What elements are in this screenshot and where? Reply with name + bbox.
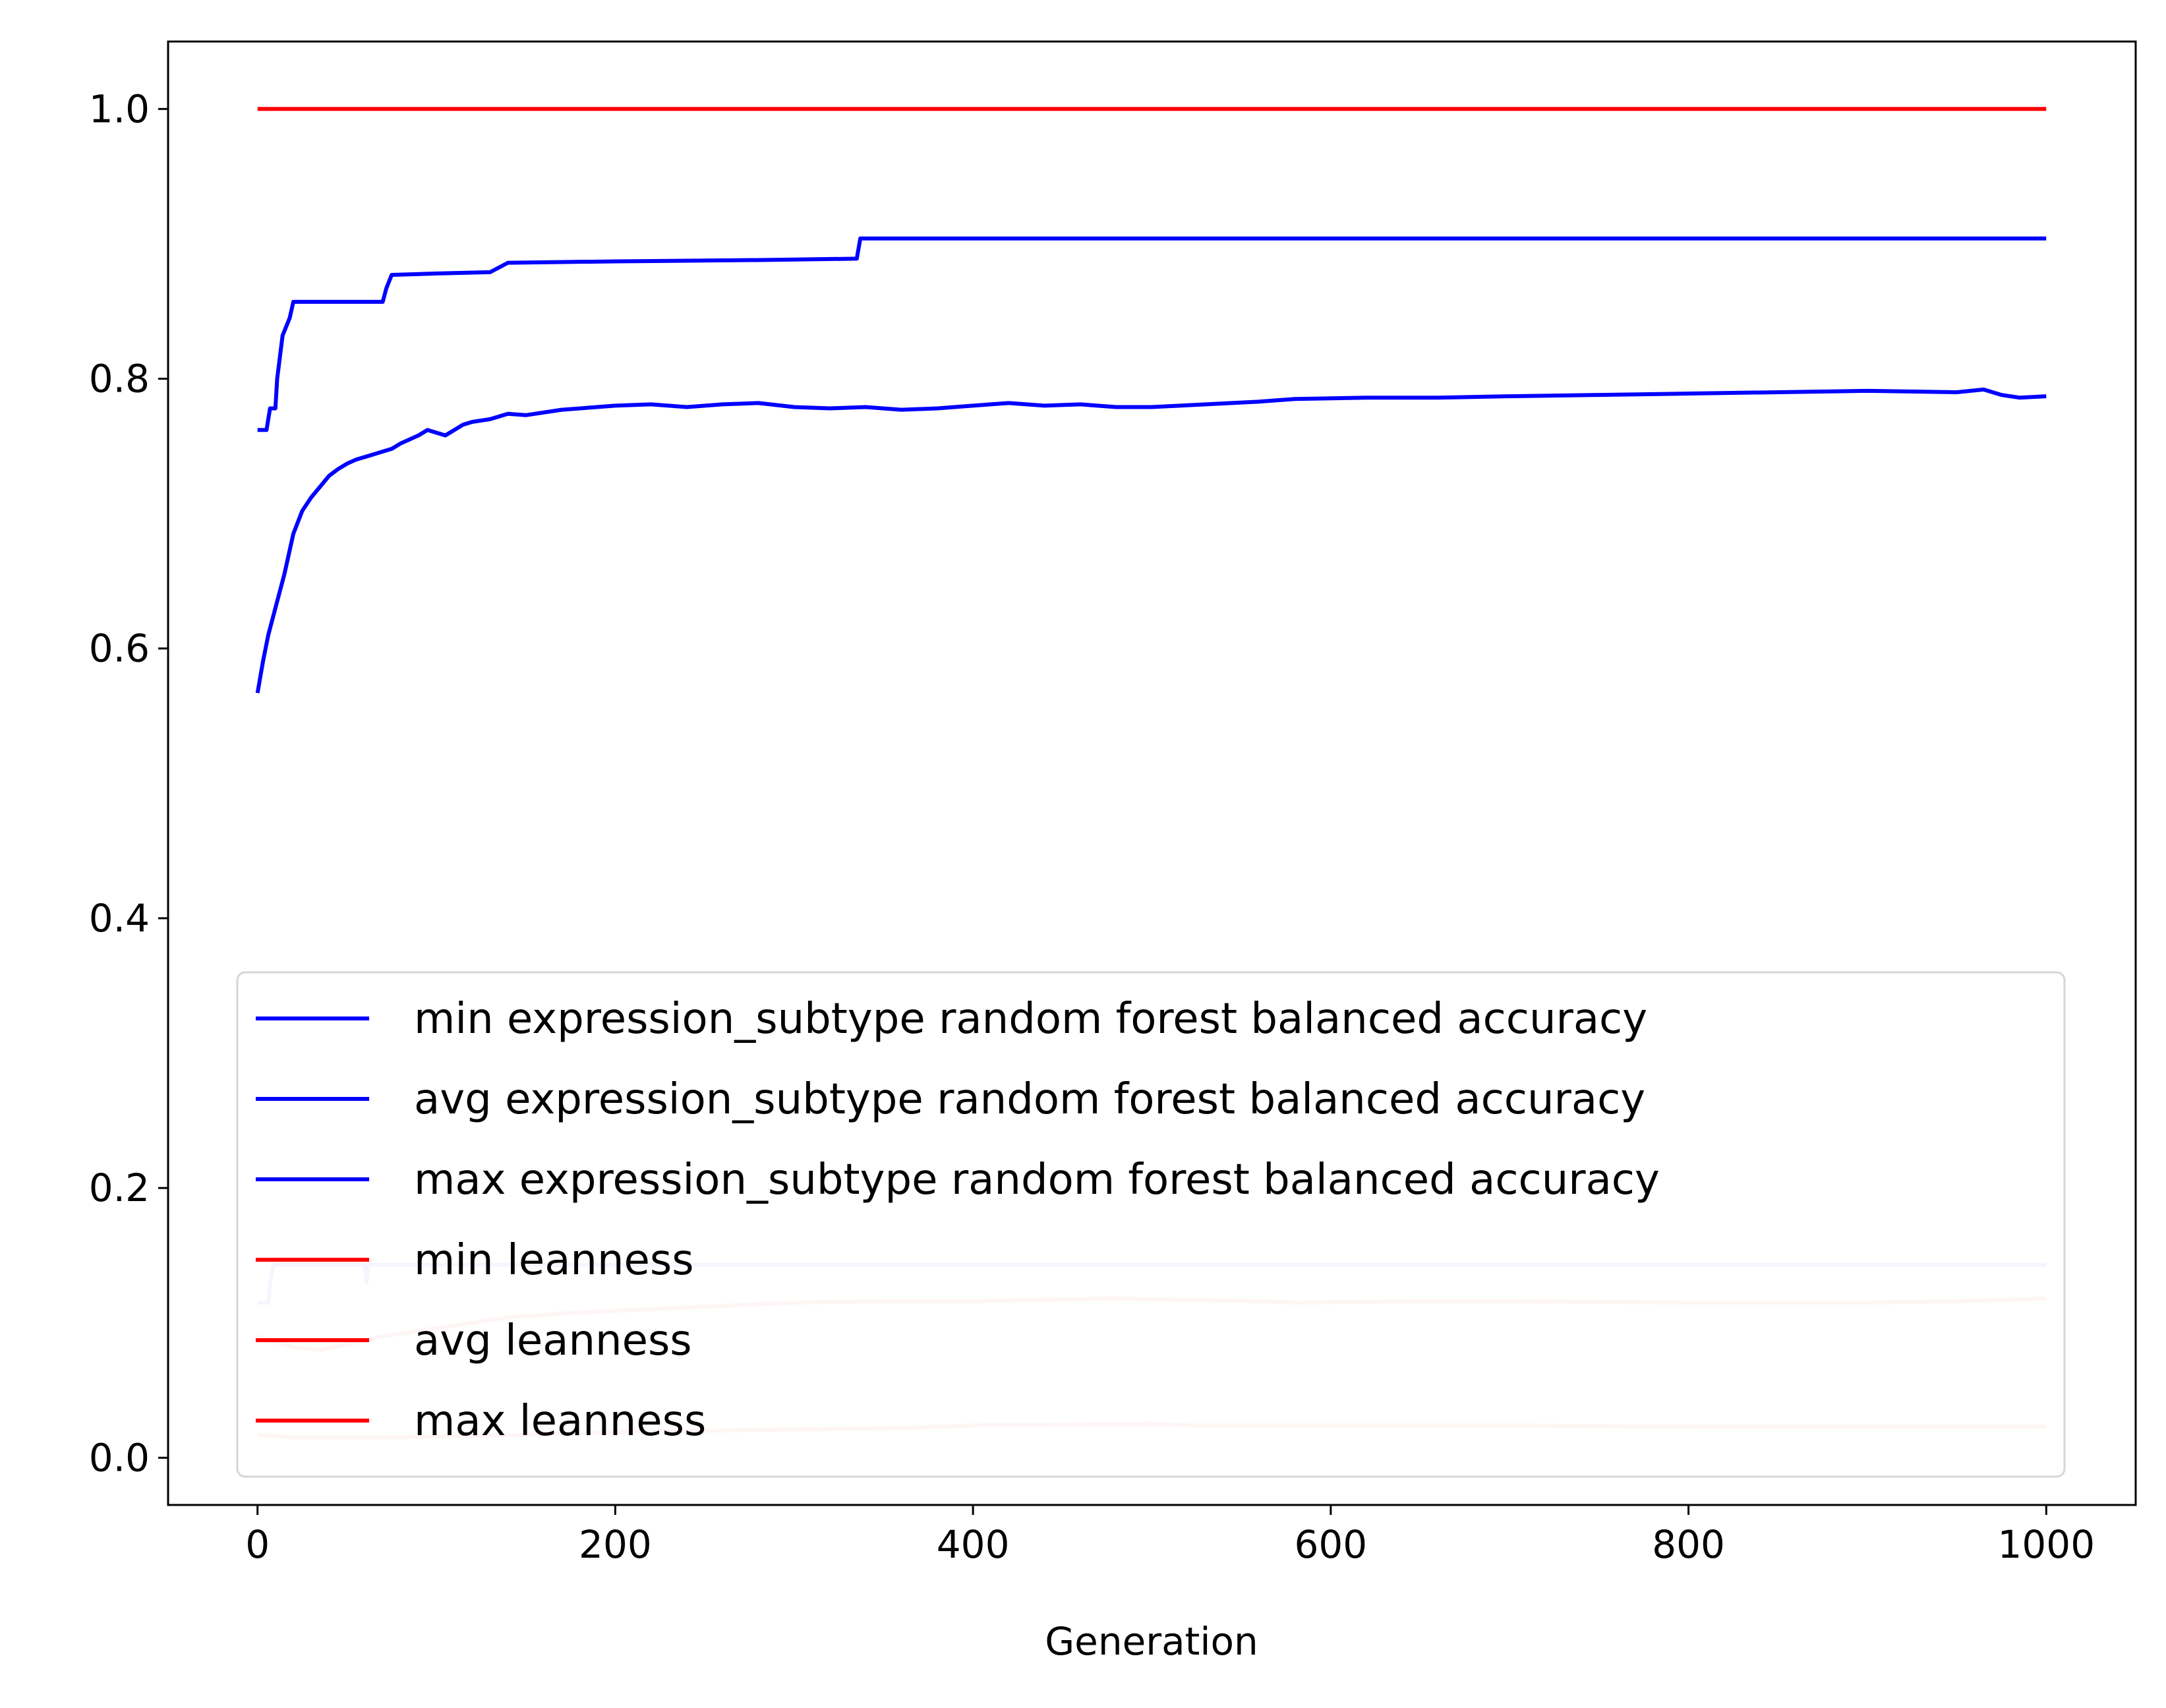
x-tick-label: 400	[937, 1522, 1010, 1567]
legend-label-4: avg leanness	[414, 1316, 692, 1365]
x-tick-label: 0	[245, 1522, 270, 1567]
x-tick-label: 1000	[1998, 1522, 2095, 1567]
legend-label-5: max leanness	[414, 1397, 706, 1446]
y-tick-label: 0.6	[89, 626, 150, 671]
legend-label-2: max expression_subtype random forest bal…	[414, 1156, 1660, 1204]
legend-label-0: min expression_subtype random forest bal…	[414, 995, 1647, 1044]
x-axis-label: Generation	[1045, 1619, 1258, 1664]
plot-frame	[167, 40, 2137, 1506]
legend: min expression_subtype random forest bal…	[236, 971, 2066, 1478]
y-tick-label: 0.2	[89, 1165, 150, 1210]
y-tick-label: 0.0	[89, 1435, 150, 1480]
x-tick-label: 800	[1652, 1522, 1725, 1567]
x-tick-label: 600	[1295, 1522, 1368, 1567]
axis-ticks: 0 200 400 600 800 1000 0.0 0.2 0.4 0.6 0.8 1.0	[89, 86, 2095, 1567]
x-tick-label: 200	[579, 1522, 652, 1567]
y-tick-label: 1.0	[89, 86, 150, 131]
y-tick-label: 0.8	[89, 357, 150, 401]
series-line-1	[255, 387, 2047, 693]
legend-label-3: min leanness	[414, 1236, 694, 1285]
series-line-2	[257, 236, 2047, 432]
legend-label-1: avg expression_subtype random forest bal…	[414, 1075, 1645, 1124]
legend-box	[236, 971, 2066, 1478]
y-tick-label: 0.4	[89, 896, 150, 941]
